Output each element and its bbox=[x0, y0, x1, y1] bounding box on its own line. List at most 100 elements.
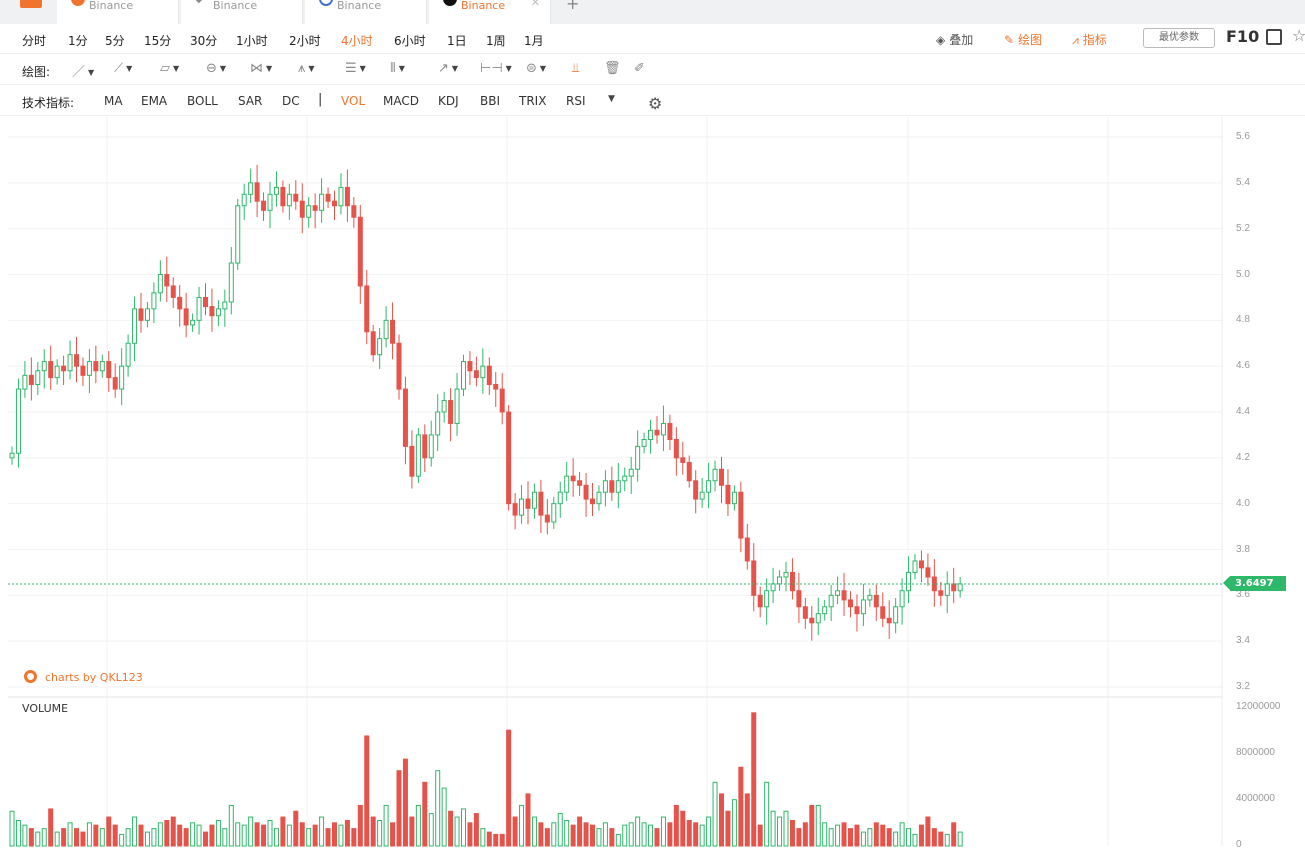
period-item-active[interactable]: 4小时 bbox=[341, 34, 373, 48]
period-item[interactable]: 2小时 bbox=[289, 34, 321, 48]
indicator-button[interactable]: ⩘ 指标 bbox=[1072, 31, 1107, 48]
period-item[interactable]: 1分 bbox=[68, 34, 88, 48]
pattern-tool-icon[interactable]: ⩚ ▼ bbox=[298, 61, 315, 76]
candle-body bbox=[848, 599, 853, 608]
period-item[interactable]: 分时 bbox=[22, 34, 47, 48]
volume-bar bbox=[338, 824, 344, 847]
indicator-trix[interactable]: TRIX bbox=[519, 94, 547, 108]
volume-bar bbox=[519, 804, 525, 847]
candle-body bbox=[99, 361, 105, 372]
draw-toolbar-label: 绘图: bbox=[22, 65, 51, 79]
volume-bar bbox=[170, 816, 176, 847]
volume-bar bbox=[299, 822, 305, 847]
period-item[interactable]: 1小时 bbox=[236, 34, 268, 48]
indicator-bbi[interactable]: BBI bbox=[480, 94, 501, 108]
volume-bar bbox=[35, 831, 41, 847]
eraser-icon[interactable]: ✐ bbox=[634, 61, 645, 76]
f10-button[interactable]: F10 bbox=[1226, 27, 1260, 46]
gann-tool-icon[interactable]: ⦀ ▼ bbox=[390, 61, 405, 76]
indicator-boll[interactable]: BOLL bbox=[187, 94, 218, 108]
best-params-button[interactable]: 最优参数 bbox=[1143, 28, 1215, 48]
channel-tool-icon[interactable]: ▱ ▼ bbox=[160, 61, 180, 76]
period-item[interactable]: 1日 bbox=[447, 34, 467, 48]
tab-market-3[interactable]: Binance bbox=[305, 0, 427, 24]
indicator-ema[interactable]: EMA bbox=[141, 94, 168, 108]
candle-body bbox=[396, 342, 402, 390]
volume-bar bbox=[764, 781, 770, 847]
measure-tool-icon[interactable]: ⊢⊣ ▼ bbox=[480, 61, 512, 76]
wave-tool-icon[interactable]: ⋈ ▼ bbox=[250, 61, 273, 76]
fibonacci-tool-icon[interactable]: ☰ ▼ bbox=[345, 61, 366, 76]
add-tab-icon[interactable]: + bbox=[566, 0, 580, 13]
line-tool-icon[interactable]: ／ ▼ bbox=[72, 65, 95, 80]
volume-bar bbox=[486, 831, 492, 847]
candle-body bbox=[415, 434, 421, 477]
volume-bar bbox=[944, 833, 950, 847]
candle-body bbox=[332, 200, 337, 207]
indicator-kdj[interactable]: KDJ bbox=[438, 94, 459, 108]
indicator-rsi[interactable]: RSI bbox=[566, 94, 586, 108]
tab-market-2[interactable]: ◆ Binance bbox=[181, 0, 303, 24]
candle-body bbox=[164, 274, 170, 287]
volume-bar bbox=[777, 816, 783, 847]
more-indicators-icon[interactable]: ▼ bbox=[608, 94, 615, 104]
volume-bar bbox=[867, 828, 873, 847]
indicator-macd[interactable]: MACD bbox=[383, 94, 419, 108]
candle-body bbox=[551, 503, 557, 523]
volume-bar bbox=[822, 822, 828, 847]
price-tick-label: 4.6 bbox=[1236, 360, 1250, 372]
indicator-dc[interactable]: DC bbox=[282, 94, 300, 108]
trash-icon[interactable]: 🗑 bbox=[604, 61, 621, 76]
draw-button[interactable]: ✎ 绘图 bbox=[1004, 31, 1042, 48]
period-item[interactable]: 6小时 bbox=[394, 34, 426, 48]
candle-body bbox=[770, 583, 776, 592]
drawing-toolbar: 绘图: ／ ▼ ⟋ ▼ ▱ ▼ ⊖ ▼ ⋈ ▼ ⩚ ▼ ☰ ▼ ⦀ ▼ ↗ ▼ ⊢⊣ ▼ ⊜ ▼ ⫫ … bbox=[0, 55, 1305, 85]
star-icon[interactable]: ☆ bbox=[1292, 26, 1305, 45]
tab-label: Binance bbox=[461, 0, 506, 12]
candle-body bbox=[957, 583, 963, 592]
gear-icon[interactable]: ⚙ bbox=[648, 94, 663, 113]
period-item[interactable]: 30分 bbox=[190, 34, 218, 48]
arrow-tool-icon[interactable]: ↗ ▼ bbox=[438, 61, 459, 76]
tab-label: Binance bbox=[337, 0, 382, 12]
volume-bar bbox=[809, 804, 815, 847]
fullscreen-icon[interactable] bbox=[1266, 29, 1282, 45]
volume-bar bbox=[835, 824, 841, 847]
volume-bar bbox=[441, 787, 447, 847]
volume-bar bbox=[706, 816, 712, 847]
period-item[interactable]: 15分 bbox=[144, 34, 172, 48]
candle-body bbox=[261, 200, 267, 211]
note-tool-icon[interactable]: ⊜ ▼ bbox=[526, 61, 547, 76]
indicator-sar[interactable]: SAR bbox=[238, 94, 263, 108]
volume-bar bbox=[899, 822, 905, 847]
indicator-vol[interactable]: VOL bbox=[341, 94, 366, 108]
close-icon[interactable]: ✕ bbox=[530, 0, 540, 9]
candle-body bbox=[248, 182, 254, 195]
tab-market-4[interactable]: Binance ✕ bbox=[429, 0, 551, 24]
candle-body bbox=[93, 361, 99, 372]
tab-market-1[interactable]: Binance bbox=[57, 0, 179, 24]
volume-bar bbox=[648, 824, 654, 847]
overlay-button[interactable]: ◈ 叠加 bbox=[936, 31, 973, 48]
volume-bar bbox=[680, 810, 686, 847]
volume-bar bbox=[512, 816, 518, 847]
volume-bar bbox=[802, 822, 808, 847]
shape-tool-icon[interactable]: ⊖ ▼ bbox=[206, 61, 227, 76]
candle-body bbox=[886, 617, 892, 624]
magnet-tool-icon[interactable]: ⫫ bbox=[572, 61, 580, 76]
volume-tick-label: 4000000 bbox=[1236, 793, 1275, 804]
period-item[interactable]: 1周 bbox=[486, 34, 506, 48]
indicator-ma[interactable]: MA bbox=[104, 94, 123, 108]
volume-bar bbox=[583, 822, 589, 847]
volume-bar bbox=[132, 816, 138, 847]
candle-body bbox=[41, 361, 47, 372]
period-item[interactable]: 1月 bbox=[524, 34, 544, 48]
period-item[interactable]: 5分 bbox=[105, 34, 125, 48]
candlestick-chart[interactable] bbox=[0, 117, 1305, 858]
candle-body bbox=[357, 216, 363, 287]
candle-body bbox=[190, 319, 196, 326]
ray-tool-icon[interactable]: ⟋ ▼ bbox=[114, 61, 133, 76]
candle-body bbox=[119, 365, 125, 390]
candle-body bbox=[912, 560, 918, 573]
volume-bar bbox=[544, 828, 550, 847]
